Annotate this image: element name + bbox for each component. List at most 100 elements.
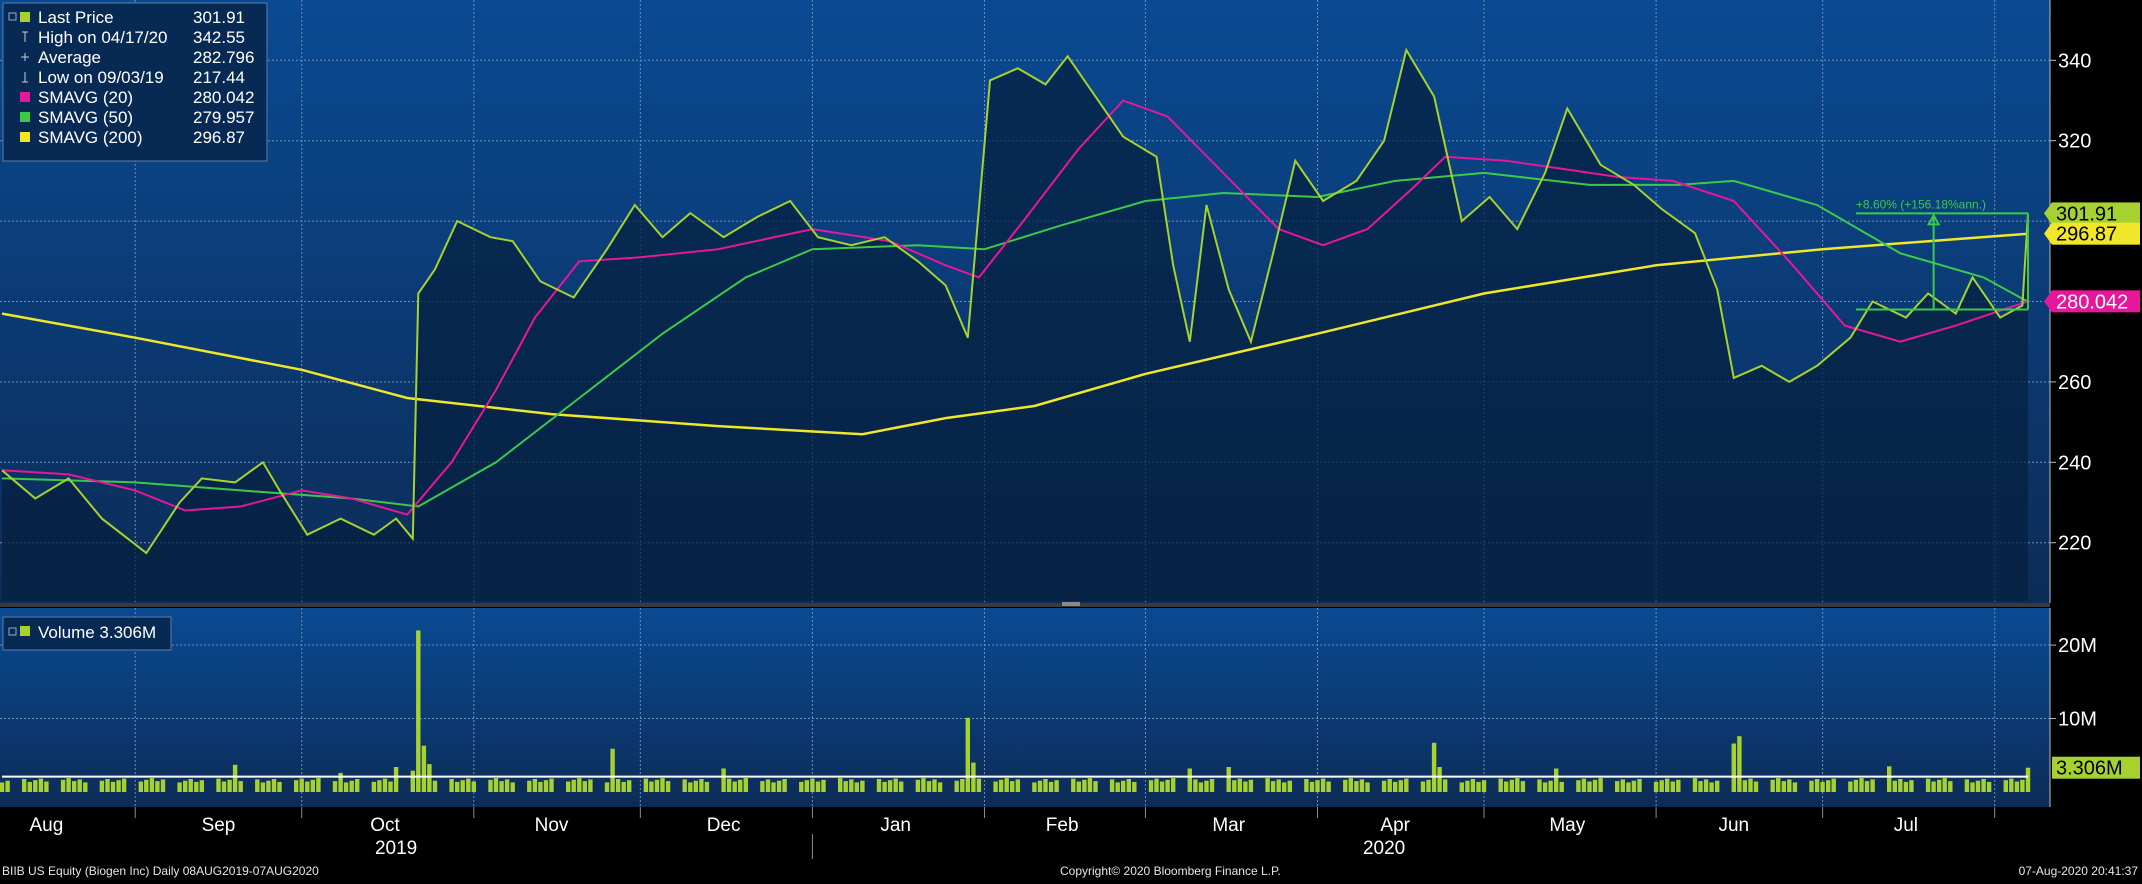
month-label: Jun <box>1718 815 1749 836</box>
volume-bar <box>1232 780 1237 792</box>
volume-bar <box>1826 780 1831 792</box>
trend-arrow-icon <box>1926 213 1941 226</box>
volume-bar <box>1809 780 1814 792</box>
month-label: Mar <box>1212 815 1245 836</box>
volume-bar <box>1387 779 1392 792</box>
volume-bar <box>2003 780 2008 792</box>
volume-bar <box>1848 781 1853 792</box>
volume-bar <box>771 782 776 792</box>
volume-bar <box>1243 781 1248 792</box>
volume-bar <box>1431 742 1437 792</box>
last-price-line[interactable] <box>1 47 2029 555</box>
volume-bar <box>183 780 188 792</box>
volume-bar <box>1520 781 1526 792</box>
volume-bar <box>393 767 399 792</box>
volume-bar <box>1437 767 1442 792</box>
volume-bar <box>1048 781 1054 792</box>
volume-bar <box>549 778 554 792</box>
legend-collapse-icon[interactable] <box>8 12 17 21</box>
volume-bar <box>604 782 610 792</box>
volume-bar <box>1653 781 1659 792</box>
legend-row[interactable]: Last Price 301.91 <box>8 8 245 27</box>
legend-row[interactable]: SMAVG (20) 280.042 <box>20 88 254 107</box>
volume-bar <box>1148 780 1154 792</box>
volume-bar <box>566 781 571 792</box>
volume-bar <box>1753 781 1759 792</box>
volume-bar <box>776 780 782 792</box>
volume-bar <box>1381 780 1387 792</box>
volume-bar <box>1537 779 1542 792</box>
price-badge-pointer <box>2044 222 2052 245</box>
volume-bar <box>1209 779 1215 792</box>
volume-bar <box>1237 778 1242 792</box>
month-label: Oct <box>370 815 400 836</box>
legend-row[interactable]: SMAVG (200) 296.87 <box>20 128 245 147</box>
volume-bar <box>1465 780 1470 792</box>
volume-bar <box>1154 778 1159 792</box>
volume-bar <box>1054 780 1059 792</box>
volume-bar <box>621 781 626 792</box>
panel-resize-handle[interactable] <box>1062 602 1080 606</box>
volume-bar <box>1348 778 1353 792</box>
volume-bar <box>1359 779 1365 792</box>
volume-bar <box>810 778 815 792</box>
volume-bar <box>1309 781 1315 792</box>
volume-legend-collapse-icon[interactable] <box>8 627 17 636</box>
volume-bar <box>1859 778 1864 792</box>
volume-bar <box>1792 782 1798 792</box>
volume-bar <box>1515 778 1520 792</box>
volume-bar <box>1326 781 1331 792</box>
volume-bar <box>1637 779 1642 792</box>
volume-bar <box>965 717 970 792</box>
volume-bar <box>77 779 82 792</box>
volume-bar <box>227 779 232 792</box>
legend-value: 301.91 <box>193 8 245 27</box>
volume-bar <box>66 778 71 792</box>
legend-row[interactable]: Average 282.796 <box>21 48 254 67</box>
volume-bar <box>849 779 854 792</box>
volume-bar <box>1037 780 1043 792</box>
volume-bar <box>649 781 654 792</box>
volume-bar <box>1115 782 1120 792</box>
volume-bar <box>538 781 543 792</box>
legend-row[interactable]: High on 04/17/20 342.55 <box>22 28 245 47</box>
volume-bar <box>654 779 660 792</box>
volume-bar <box>1315 780 1320 792</box>
sma-20-line[interactable] <box>1 99 2029 516</box>
volume-bar <box>799 781 804 792</box>
volume-bar <box>532 779 538 792</box>
volume-bar <box>1270 781 1276 792</box>
volume-bar <box>1814 779 1820 792</box>
volume-bar <box>1093 781 1098 792</box>
volume-bar <box>1304 779 1309 792</box>
price-area-fill <box>2 50 2028 601</box>
price-badge-pointer <box>2044 290 2052 313</box>
month-label: Jul <box>1894 815 1918 836</box>
volume-bar <box>1132 781 1137 792</box>
volume-bar <box>388 781 393 792</box>
volume-bar <box>116 780 121 792</box>
sma-50-line[interactable] <box>1 171 2029 508</box>
percent-change-annotation[interactable]: +8.60% (+156.18%ann.) <box>1855 197 2029 311</box>
legend-swatch-icon <box>20 132 30 142</box>
volume-legend[interactable]: Volume 3.306M <box>2 616 172 651</box>
volume-bar <box>455 781 460 792</box>
volume-bar <box>1010 781 1015 792</box>
volume-bar <box>1615 781 1620 792</box>
volume-bar <box>1931 781 1936 792</box>
volume-bar <box>2014 781 2020 792</box>
volume-bar <box>1631 780 1637 792</box>
x-axis-band <box>0 807 2050 857</box>
volume-bar <box>221 781 227 792</box>
footer-right: 07-Aug-2020 20:41:37 <box>2019 864 2139 878</box>
volume-bar <box>960 779 965 792</box>
legend-row[interactable]: SMAVG (50) 279.957 <box>20 108 254 127</box>
volume-bar <box>993 781 998 792</box>
volume-bar <box>1043 779 1048 792</box>
sma-200-line[interactable] <box>1 232 2029 436</box>
volume-bar <box>954 780 959 792</box>
volume-bar <box>343 782 349 792</box>
legend-row[interactable]: Low on 09/03/19 217.44 <box>22 68 245 87</box>
